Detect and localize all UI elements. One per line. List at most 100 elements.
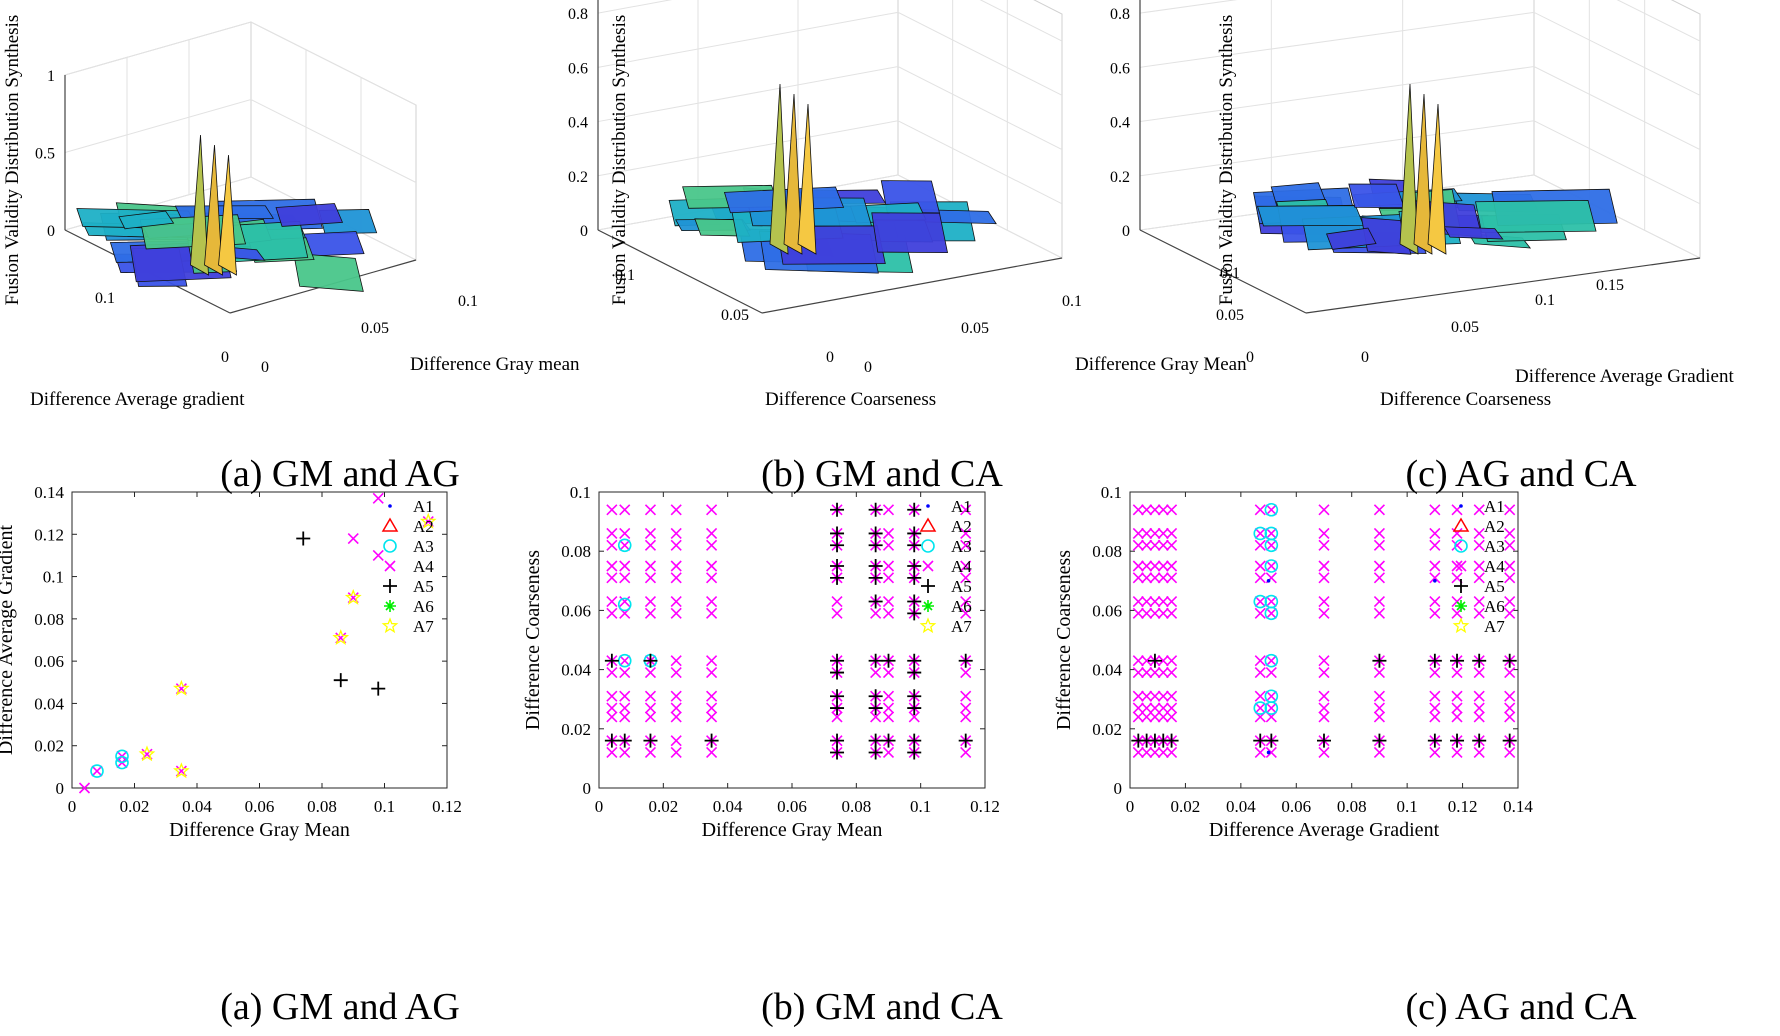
marker-a7 <box>419 512 437 529</box>
marker-a4 <box>706 655 718 667</box>
surface-patch <box>293 252 364 292</box>
marker-a4 <box>1132 711 1144 723</box>
marker-a4 <box>882 527 895 540</box>
z-tick-label: 0.8 <box>568 6 588 23</box>
marker-a5 <box>830 653 845 668</box>
x-tick-label: 0.12 <box>1448 797 1478 816</box>
marker-a4 <box>960 572 972 584</box>
z-tick-label: 0 <box>47 223 55 240</box>
x-tick-label: 0.04 <box>1226 797 1256 816</box>
marker-a4 <box>606 595 618 608</box>
marker-a5 <box>868 570 883 585</box>
marker-a4 <box>1473 666 1485 679</box>
marker-a4 <box>644 702 657 714</box>
y-axis <box>597 229 763 314</box>
marker-a4 <box>1132 746 1144 759</box>
marker-a4 <box>1157 746 1169 759</box>
x-tick-label: 0 <box>1361 349 1369 366</box>
x-tick-label: 0 <box>864 359 872 376</box>
surface-patch <box>1256 205 1365 227</box>
marker-a4 <box>1149 572 1161 584</box>
y-tick-label: 0 <box>826 349 834 366</box>
marker-a4 <box>1265 702 1277 714</box>
marker-a4 <box>1265 560 1277 572</box>
marker-a4 <box>1318 690 1330 702</box>
marker-a4 <box>1132 666 1144 679</box>
marker-a4 <box>1254 560 1266 572</box>
marker-a4 <box>1318 572 1330 584</box>
marker-a4 <box>1504 666 1516 679</box>
marker-a5 <box>1472 653 1487 668</box>
marker-a5 <box>868 689 883 704</box>
marker-a5 <box>958 653 973 668</box>
marker-a4 <box>1455 560 1467 572</box>
marker-a4 <box>706 527 718 540</box>
marker-a4 <box>831 607 843 619</box>
marker-a4 <box>1265 595 1277 608</box>
marker-a4 <box>882 595 895 608</box>
y-tick-label: 0.08 <box>34 610 64 629</box>
marker-a4 <box>960 527 972 540</box>
marker-a4 <box>1254 655 1266 667</box>
marker-a4 <box>706 746 718 759</box>
y-tick-label: 0.05 <box>1216 307 1244 324</box>
z-tick-label: 0 <box>1122 223 1130 240</box>
marker-a4 <box>1373 504 1385 516</box>
marker-a4 <box>1141 595 1153 608</box>
marker-a5 <box>958 733 973 748</box>
y-tick-label: 0.1 <box>570 483 591 502</box>
marker-a4 <box>1141 655 1153 667</box>
marker-a4 <box>1132 572 1144 584</box>
marker-a5 <box>830 559 845 573</box>
y-tick-label: 0.02 <box>34 737 64 756</box>
marker-a2 <box>1452 517 1470 532</box>
marker-a5 <box>1264 733 1279 748</box>
marker-a4 <box>619 539 631 551</box>
marker-a3 <box>90 764 104 778</box>
marker-a5 <box>907 594 922 609</box>
marker-a5 <box>1502 653 1517 668</box>
marker-a4 <box>831 711 843 723</box>
legend-label: A1 <box>1484 497 1505 516</box>
marker-a4 <box>1451 711 1463 723</box>
legend-label: A6 <box>951 597 972 616</box>
x-tick-label: 0 <box>68 797 77 816</box>
marker-a7 <box>138 745 156 762</box>
marker-a4 <box>644 595 657 608</box>
z-tick-label: 0.6 <box>1110 60 1130 77</box>
y-tick-label: 0.04 <box>561 661 591 680</box>
marker-a4 <box>1318 539 1330 551</box>
x-tick-label: 0.1 <box>1062 293 1082 310</box>
marker-a4 <box>644 711 657 723</box>
marker-a5 <box>830 745 845 760</box>
marker-a5 <box>907 653 922 668</box>
marker-a5 <box>830 502 845 517</box>
marker-a5 <box>907 689 922 704</box>
marker-a4 <box>960 539 972 551</box>
marker-a5 <box>907 745 922 760</box>
marker-a4 <box>1429 572 1441 584</box>
marker-a4 <box>1149 607 1161 619</box>
marker-a4 <box>619 702 631 714</box>
marker-a7 <box>1452 617 1470 634</box>
marker-a4 <box>1429 746 1441 759</box>
marker-a4 <box>670 711 682 723</box>
marker-a5 <box>868 745 883 760</box>
marker-a5 <box>830 665 845 680</box>
x-axis <box>761 257 1063 314</box>
surface-patch <box>275 203 344 227</box>
marker-a4 <box>1373 527 1385 540</box>
z-tick-label: 0 <box>580 223 588 240</box>
marker-a4 <box>1429 690 1441 702</box>
marker-a5 <box>1372 733 1387 748</box>
marker-a4 <box>1157 527 1169 540</box>
marker-a4 <box>619 560 631 572</box>
marker-a1 <box>1266 579 1271 583</box>
marker-a3 <box>1264 606 1279 621</box>
surface-spike <box>769 83 789 255</box>
legend-label: A2 <box>951 517 972 536</box>
marker-a4 <box>1149 539 1161 551</box>
marker-a4 <box>908 711 920 723</box>
